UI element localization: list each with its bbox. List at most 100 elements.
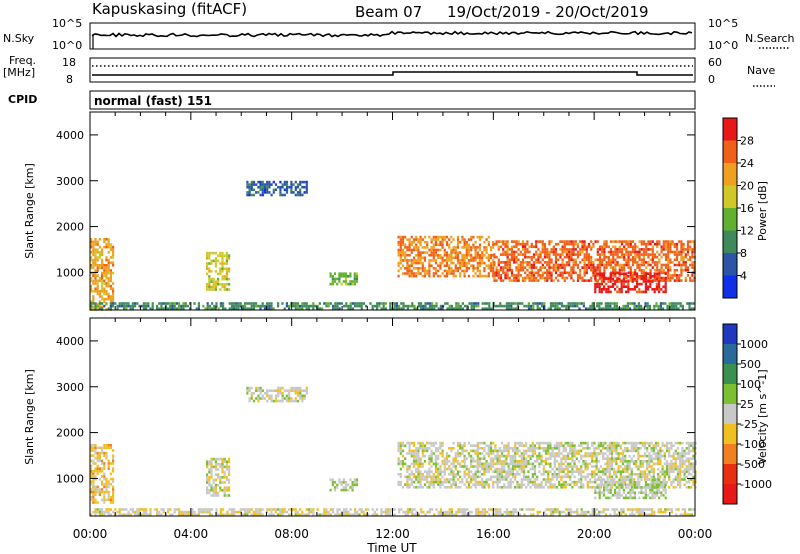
- velocity-colorbar-segment: [723, 444, 737, 465]
- beam-title: Beam 07: [355, 3, 422, 21]
- power-colorbar-tick-label: 4: [740, 270, 747, 283]
- freq-left-label-line1: Freq.: [9, 54, 36, 67]
- x-tick-label: 00:00: [678, 527, 713, 541]
- noise-sky-line: [91, 30, 693, 38]
- noise-left-tick-top: 10^5: [52, 17, 82, 30]
- freq-right-tick-top: 60: [708, 56, 722, 69]
- power-colorbar-tick-label: 12: [740, 225, 754, 238]
- power-colorbar: 4 8 12 16 20 24 28: [722, 117, 754, 299]
- velocity-colorbar-segment: [723, 384, 737, 405]
- freq-left-tick-top: 18: [62, 56, 76, 69]
- frequency-trace: [92, 71, 693, 76]
- x-tick-label: 20:00: [577, 527, 612, 541]
- power-x-ticks: [89, 112, 696, 310]
- velocity-echo-region: [206, 457, 231, 497]
- velocity-colorbar-tick-label: 500: [740, 358, 761, 371]
- noise-left-label: N.Sky: [3, 32, 35, 45]
- power-colorbar-tick-label: 16: [740, 202, 754, 215]
- nave-label: Nave: [747, 64, 775, 77]
- power-colorbar-label: Power [dB]: [756, 181, 769, 241]
- x-tick-label: 12:00: [375, 527, 410, 541]
- noise-right-tick-top: 10^5: [708, 17, 738, 30]
- date-range-title: 19/Oct/2019 - 20/Oct/2019: [447, 3, 649, 21]
- velocity-y-ticks: 1000 2000 3000 4000: [56, 335, 695, 485]
- cpid-text: normal (fast) 151: [94, 94, 212, 108]
- freq-panel-frame: [89, 57, 696, 83]
- velocity-colorbar-tick-label: -25: [740, 418, 758, 431]
- velocity-echo-region: [90, 444, 115, 504]
- velocity-colorbar-segment: [723, 424, 737, 445]
- velocity-data: [90, 386, 697, 516]
- power-y-tick-label: 2000: [56, 221, 84, 234]
- x-tick-label: 00:00: [73, 527, 108, 541]
- x-tick-labels: 00:00 04:00 08:00 12:00 16:00 20:00 00:00: [73, 527, 713, 541]
- velocity-colorbar-segment: [723, 344, 737, 365]
- cpid-label: CPID: [8, 93, 37, 106]
- power-colorbar-segment: [723, 163, 737, 186]
- velocity-colorbar-tick-label: -1000: [740, 478, 772, 491]
- velocity-colorbar-segment: [723, 464, 737, 485]
- velocity-colorbar: 1000 500 100 25 -25 -100 -500 -1000: [722, 323, 772, 505]
- noise-panel-frame: [89, 22, 696, 50]
- power-echo-region: [493, 240, 696, 282]
- power-echo-region: [246, 180, 308, 197]
- power-y-label: Slant Range [km]: [23, 163, 36, 259]
- power-colorbar-segment: [723, 230, 737, 254]
- power-echo-region: [329, 272, 359, 286]
- noise-sky-trace: [91, 30, 693, 49]
- velocity-y-tick-label: 1000: [56, 472, 84, 485]
- power-echo-region: [206, 251, 231, 291]
- velocity-colorbar-segment: [723, 324, 737, 345]
- velocity-echo-region: [594, 478, 667, 500]
- velocity-panel: 1000 2000 3000 4000 Slant Range [km] 1000 50…: [23, 317, 772, 517]
- power-colorbar-segment: [723, 208, 737, 231]
- power-colorbar-tick-label: 24: [740, 157, 754, 170]
- velocity-colorbar-segment: [723, 404, 737, 425]
- power-colorbar-segment: [723, 275, 737, 299]
- velocity-x-ticks: [89, 318, 696, 516]
- power-y-ticks: 1000 2000 3000 4000: [56, 129, 695, 279]
- velocity-colorbar-label: Velocity [m s^-1]: [756, 369, 769, 464]
- power-data: [90, 180, 696, 311]
- x-tick-label: 16:00: [476, 527, 511, 541]
- velocity-colorbar-frame: [722, 323, 738, 505]
- noise-left-tick-bottom: 10^0: [52, 39, 82, 52]
- noise-right-label: N.Search: [745, 32, 795, 45]
- x-axis-label: Time UT: [366, 541, 417, 554]
- velocity-colorbar-tick-label: -500: [740, 458, 765, 471]
- power-y-tick-label: 4000: [56, 129, 84, 142]
- velocity-colorbar-tick-label: 1000: [740, 338, 768, 351]
- power-colorbar-segment: [723, 118, 737, 141]
- power-panel: 1000 2000 3000 4000 Slant Range [km] 4 8 12 16…: [23, 111, 769, 311]
- x-tick-label: 04:00: [174, 527, 209, 541]
- power-colorbar-tick-label: 20: [740, 180, 754, 193]
- velocity-y-tick-label: 2000: [56, 427, 84, 440]
- velocity-echo-region: [329, 478, 359, 492]
- freq-left-label-line2: [MHz]: [3, 66, 35, 79]
- velocity-colorbar-tick-label: -100: [740, 438, 765, 451]
- power-colorbar-segment: [723, 185, 737, 209]
- velocity-colorbar-segment: [723, 364, 737, 385]
- velocity-colorbar-tick-label: 25: [740, 398, 754, 411]
- velocity-y-tick-label: 3000: [56, 381, 84, 394]
- cpid-panel-frame: [89, 90, 696, 110]
- power-colorbar-tick-label: 28: [740, 135, 754, 148]
- freq-right-tick-bottom: 0: [708, 73, 715, 86]
- velocity-y-label: Slant Range [km]: [23, 369, 36, 465]
- velocity-echo-region: [397, 441, 697, 489]
- velocity-echo-region: [90, 508, 695, 516]
- power-colorbar-tick-label: 8: [740, 247, 747, 260]
- power-colorbar-segment: [723, 140, 737, 164]
- power-y-tick-label: 1000: [56, 266, 84, 279]
- power-echo-region: [594, 272, 667, 294]
- x-tick-label: 08:00: [274, 527, 309, 541]
- power-echo-region: [397, 235, 495, 278]
- station-title: Kapuskasing (fitACF): [92, 0, 247, 18]
- velocity-echo-region: [246, 386, 308, 403]
- freq-left-tick-bottom: 8: [66, 73, 73, 86]
- power-echo-region: [90, 238, 115, 311]
- velocity-y-tick-label: 4000: [56, 335, 84, 348]
- velocity-colorbar-segment: [723, 484, 737, 505]
- noise-right-tick-bottom: 10^0: [708, 39, 738, 52]
